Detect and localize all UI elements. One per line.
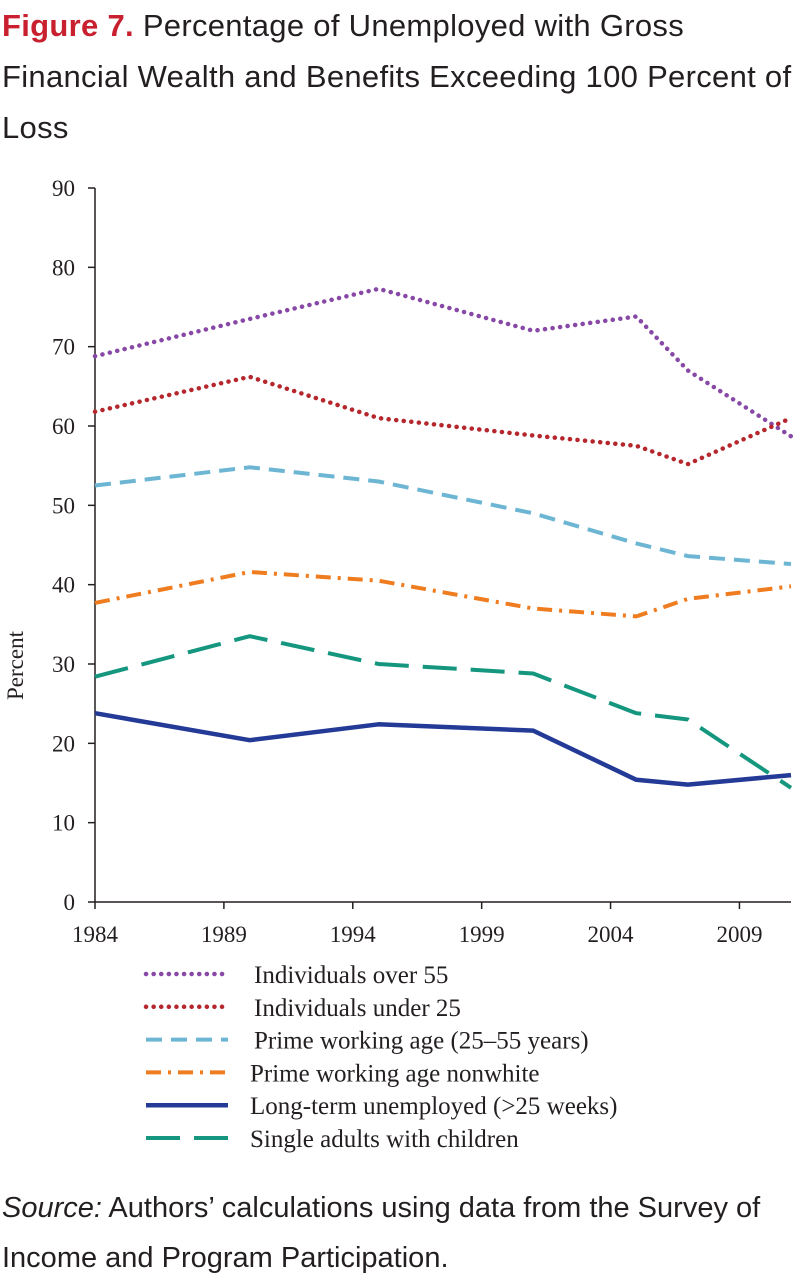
legend-label: Prime working age (25–55 years) — [254, 1028, 589, 1055]
legend-label: Individuals over 55 — [254, 962, 448, 989]
legend: Individuals over 55 Individuals under 25 P… — [146, 962, 617, 1153]
x-axis: 1984 1989 1994 1999 2004 2009 — [72, 902, 791, 947]
x-tick-label: 2009 — [716, 922, 762, 947]
y-tick-label: 0 — [64, 890, 76, 915]
legend-label: Individuals under 25 — [254, 995, 461, 1022]
legend-label: Prime working age nonwhite — [250, 1060, 540, 1087]
source-text: Authors’ calculations using data from th… — [2, 1192, 760, 1274]
source-label: Source: — [2, 1192, 102, 1224]
y-tick-label: 80 — [52, 255, 75, 280]
series-line-3 — [95, 467, 791, 564]
legend-label: Single adults with children — [250, 1126, 519, 1153]
source-note: Source: Authors’ calculations using data… — [2, 1183, 812, 1283]
legend-label: Long-term unemployed (>25 weeks) — [250, 1093, 617, 1120]
y-tick-label: 30 — [52, 652, 75, 677]
y-tick-label: 50 — [52, 493, 75, 518]
y-axis-label: Percent — [3, 630, 28, 700]
line-chart: 0 10 20 30 40 50 60 70 80 90 1984 1989 1994 1999 2004… — [0, 160, 812, 1160]
series-line-6 — [95, 636, 791, 788]
series-lines — [95, 289, 791, 788]
series-line-2 — [95, 377, 791, 464]
x-tick-label: 1989 — [201, 922, 247, 947]
figure-title: Figure 7. Percentage of Unemployed with … — [2, 0, 810, 153]
y-tick-label: 90 — [52, 176, 75, 201]
y-tick-label: 60 — [52, 414, 75, 439]
series-line-5 — [95, 713, 791, 784]
y-tick-label: 10 — [52, 811, 75, 836]
y-tick-label: 70 — [52, 335, 75, 360]
y-axis: 0 10 20 30 40 50 60 70 80 90 — [52, 176, 95, 915]
y-tick-label: 40 — [52, 573, 75, 598]
x-tick-label: 1984 — [72, 922, 119, 947]
x-tick-label: 1994 — [330, 922, 377, 947]
series-line-4 — [95, 572, 791, 616]
series-line-1 — [95, 289, 791, 437]
x-tick-label: 1999 — [459, 922, 505, 947]
y-tick-label: 20 — [52, 731, 75, 756]
figure-label: Figure 7. — [2, 8, 134, 43]
x-tick-label: 2004 — [588, 922, 635, 947]
